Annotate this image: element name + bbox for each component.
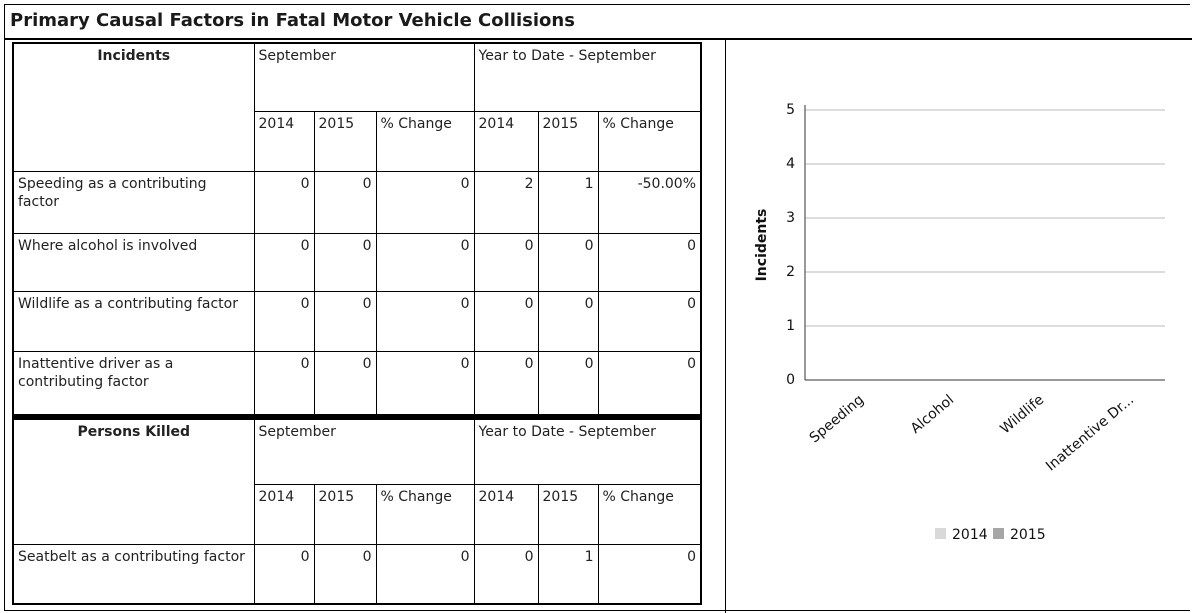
data-row: Speeding as a contributing factor 0 0 0 2 1 -5… bbox=[12, 170, 702, 234]
column-header: % Change bbox=[375, 110, 475, 172]
column-header: 2015 bbox=[313, 110, 377, 172]
header-label: Incidents bbox=[12, 42, 255, 172]
cell: 0 bbox=[537, 350, 599, 416]
cell: 0 bbox=[597, 290, 702, 352]
column-header: 2014 bbox=[473, 110, 539, 172]
cell: -50.00% bbox=[597, 170, 702, 234]
data-row: Seatbelt as a contributing factor 0 0 0 0 1 0 bbox=[12, 543, 702, 605]
cell: 0 bbox=[253, 232, 315, 292]
cell: 0 bbox=[375, 232, 475, 292]
cell: 0 bbox=[537, 290, 599, 352]
frame bbox=[4, 4, 1190, 611]
cell: 0 bbox=[253, 170, 315, 234]
header-group: September bbox=[253, 417, 475, 485]
column-header: % Change bbox=[375, 483, 475, 545]
cell: 0 bbox=[253, 350, 315, 416]
data-row: Where alcohol is involved 0 0 0 0 0 0 bbox=[12, 232, 702, 292]
cell: 0 bbox=[473, 543, 539, 605]
cell: 0 bbox=[597, 543, 702, 605]
page-title: Primary Causal Factors in Fatal Motor Ve… bbox=[4, 4, 1192, 40]
cell: 0 bbox=[597, 232, 702, 292]
cell: 0 bbox=[313, 232, 377, 292]
row-label: Inattentive driver as a contributing fac… bbox=[12, 350, 255, 416]
column-header: % Change bbox=[597, 483, 702, 545]
cell: 2 bbox=[473, 170, 539, 234]
header-group: September bbox=[253, 42, 475, 112]
data-row: Wildlife as a contributing factor 0 0 0 0 0 0 bbox=[12, 290, 702, 352]
cell: 0 bbox=[473, 290, 539, 352]
column-header: 2015 bbox=[313, 483, 377, 545]
cell: 0 bbox=[313, 290, 377, 352]
divider bbox=[725, 40, 726, 613]
cell: 0 bbox=[313, 170, 377, 234]
cell: 1 bbox=[537, 543, 599, 605]
header-row: Incidents September Year to Date - Septemb… bbox=[12, 42, 702, 172]
cell: 0 bbox=[375, 350, 475, 416]
cell: 1 bbox=[537, 170, 599, 234]
header-group: Year to Date - September bbox=[473, 42, 702, 112]
cell: 0 bbox=[313, 543, 377, 605]
column-header: 2014 bbox=[253, 483, 315, 545]
header-row: Persons Killed September Year to Date - Se… bbox=[12, 417, 702, 545]
cell: 0 bbox=[375, 290, 475, 352]
data-row: Inattentive driver as a contributing fac… bbox=[12, 350, 702, 416]
row-label: Wildlife as a contributing factor bbox=[12, 290, 255, 352]
cell: 0 bbox=[473, 232, 539, 292]
column-header: 2014 bbox=[253, 110, 315, 172]
column-header: 2014 bbox=[473, 483, 539, 545]
tables: Incidents September Year to Date - Septemb… bbox=[12, 42, 703, 605]
header-row: 2014 2015% Change 2014 2015% Change bbox=[13, 110, 702, 172]
cell: 0 bbox=[473, 350, 539, 416]
data-table: Persons Killed September Year to Date - Se… bbox=[12, 416, 703, 605]
cell: 0 bbox=[313, 350, 377, 416]
cell: 0 bbox=[375, 543, 475, 605]
data-table: Incidents September Year to Date - Septemb… bbox=[12, 42, 703, 416]
row-label: Speeding as a contributing factor bbox=[12, 170, 255, 234]
row-label: Where alcohol is involved bbox=[12, 232, 255, 292]
column-header: 2015 bbox=[537, 483, 599, 545]
column-header: 2015 bbox=[537, 110, 599, 172]
row-label: Seatbelt as a contributing factor bbox=[12, 543, 255, 605]
cell: 0 bbox=[597, 350, 702, 416]
column-header: % Change bbox=[597, 110, 702, 172]
header-group: Year to Date - September bbox=[473, 417, 702, 485]
cell: 0 bbox=[253, 543, 315, 605]
cell: 0 bbox=[537, 232, 599, 292]
cell: 0 bbox=[375, 170, 475, 234]
header-label: Persons Killed bbox=[12, 417, 255, 545]
cell: 0 bbox=[253, 290, 315, 352]
